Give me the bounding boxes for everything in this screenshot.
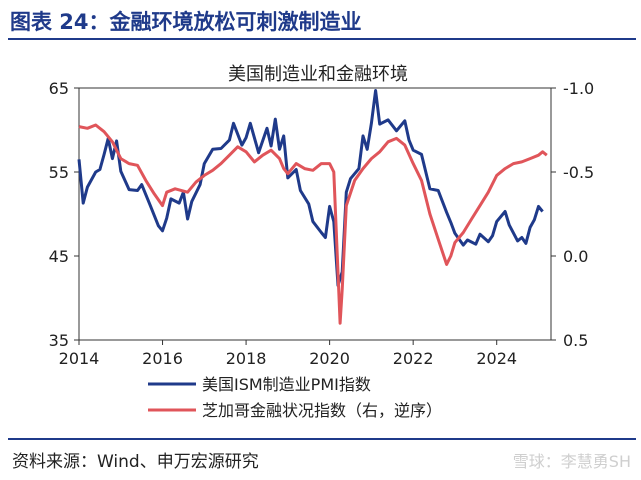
y-left-tick-label: 45 <box>49 247 69 266</box>
plot-frame <box>78 87 552 341</box>
plot-area-border <box>78 87 552 341</box>
legend-item-financial-conditions-label: 芝加哥金融状况指数（右，逆序） <box>202 401 442 420</box>
x-tick-label: 2022 <box>393 349 434 368</box>
x-tick-label: 2018 <box>226 349 267 368</box>
title-divider <box>8 38 636 40</box>
y-left-tick-label: 65 <box>49 79 69 98</box>
y-right-tick-label: 0.0 <box>563 247 588 266</box>
chart-title: 美国制造业和金融环境 <box>228 64 408 85</box>
legend-item-ism-pmi-label: 美国ISM制造业PMI指数 <box>202 375 371 394</box>
x-tick-label: 2014 <box>59 349 100 368</box>
y-right-tick-label: -1.0 <box>563 79 594 98</box>
y-right-tick-label: 0.5 <box>563 331 588 350</box>
x-tick-label: 2016 <box>142 349 183 368</box>
footer-divider <box>8 438 636 440</box>
series-group <box>77 89 548 325</box>
series-line-ism-pmi <box>77 89 544 287</box>
watermark: 雪球：李慧勇SH <box>512 452 631 471</box>
y-right-tick-label: -0.5 <box>563 163 594 182</box>
series-line-financial-conditions <box>78 123 548 325</box>
y-left-tick-label: 35 <box>49 331 69 350</box>
y-left-tick-label: 55 <box>49 163 69 182</box>
axis-ticks: 65 55 45 35 -1.0 -0.5 0.0 0.5 2014 2016 2018 2020 20… <box>49 79 595 368</box>
figure-title: 图表 24：金融环境放松可刺激制造业 <box>10 10 362 34</box>
x-tick-label: 2024 <box>476 349 517 368</box>
source-note: 资料来源：Wind、申万宏源研究 <box>12 452 259 472</box>
chart: 65 55 45 35 -1.0 -0.5 0.0 0.5 2014 2016 2018 2020 20… <box>49 64 595 420</box>
x-tick-label: 2020 <box>309 349 350 368</box>
